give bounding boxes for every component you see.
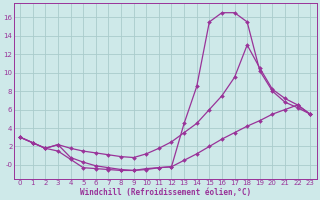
X-axis label: Windchill (Refroidissement éolien,°C): Windchill (Refroidissement éolien,°C) bbox=[80, 188, 251, 197]
